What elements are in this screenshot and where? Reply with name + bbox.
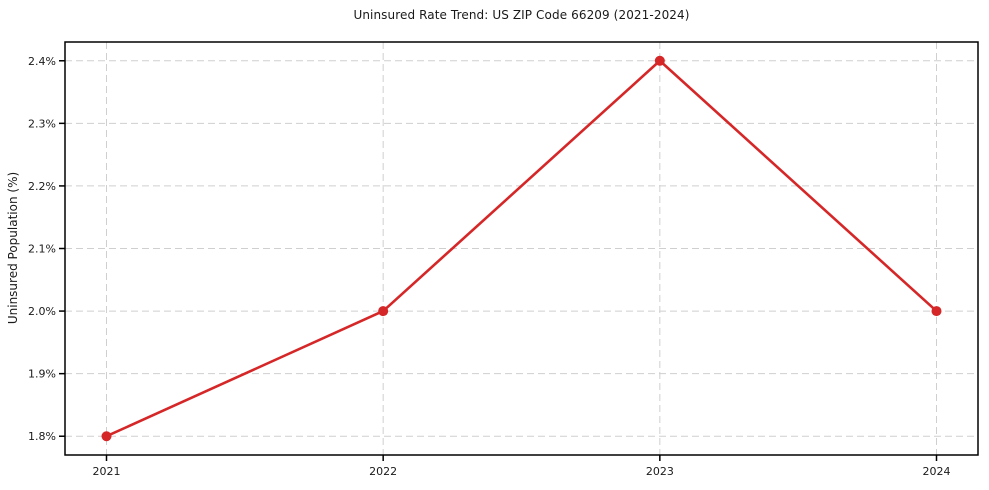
x-tick-label: 2021 — [93, 465, 121, 478]
y-tick-label: 2.1% — [28, 243, 56, 256]
data-point-marker — [101, 431, 112, 442]
trend-line — [105, 59, 938, 438]
x-tick-label: 2023 — [646, 465, 674, 478]
y-tick-label: 1.9% — [28, 368, 56, 381]
y-tick-label: 2.0% — [28, 305, 56, 318]
y-tick-label: 2.3% — [28, 117, 56, 130]
data-point-marker — [931, 306, 942, 317]
plot-border — [64, 41, 979, 456]
chart-title: Uninsured Rate Trend: US ZIP Code 66209 … — [353, 8, 690, 22]
y-tick-label: 2.4% — [28, 55, 56, 68]
x-tick-label: 2024 — [923, 465, 951, 478]
x-tick-label: 2022 — [369, 465, 397, 478]
y-tick-label: 2.2% — [28, 180, 56, 193]
data-point-marker — [654, 55, 665, 66]
y-tick-label: 1.8% — [28, 430, 56, 443]
data-point-marker — [378, 306, 389, 317]
